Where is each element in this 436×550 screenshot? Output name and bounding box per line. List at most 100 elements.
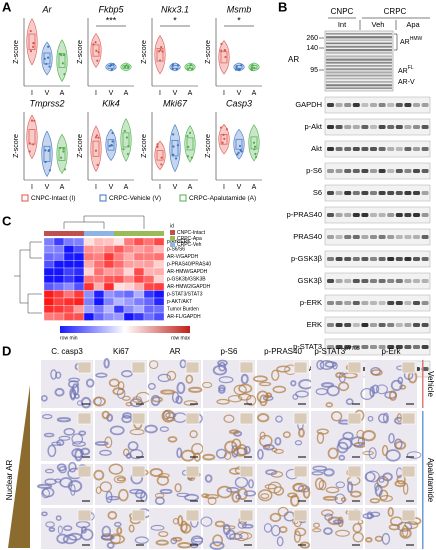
heat-cell — [143, 245, 155, 254]
blot — [324, 272, 431, 290]
blot-band — [327, 301, 334, 305]
blot-band — [327, 345, 334, 349]
blot — [324, 250, 431, 268]
tissue — [259, 431, 266, 440]
heat-cell — [123, 297, 135, 306]
heat-cell — [113, 260, 125, 269]
heat-cell — [43, 282, 55, 291]
point — [96, 59, 99, 62]
point — [125, 64, 128, 67]
annotation-cell — [54, 231, 64, 236]
blot-band — [395, 257, 403, 261]
blot-band — [370, 169, 377, 173]
heat-cell — [43, 252, 55, 261]
tissue — [41, 511, 48, 517]
blot-band — [413, 125, 420, 129]
significance: * — [237, 15, 241, 25]
column-header: p-Erk — [381, 347, 401, 356]
annotation-cell — [124, 231, 134, 236]
tissue — [246, 394, 257, 406]
tissue — [270, 471, 284, 478]
blot-band — [335, 235, 343, 239]
heat-cell — [103, 245, 115, 254]
heat-cell — [143, 267, 155, 276]
tissue — [105, 490, 113, 504]
point — [171, 63, 175, 66]
blot-label: p-STAT3 — [293, 342, 322, 351]
tissue — [388, 523, 401, 531]
tissue — [62, 534, 78, 545]
point — [95, 134, 98, 137]
tissue — [248, 479, 254, 489]
heat-cell — [93, 252, 105, 261]
blot-band — [327, 323, 334, 327]
point — [109, 64, 112, 67]
x-tick-label: I — [95, 90, 97, 97]
blot-band — [326, 81, 392, 83]
heat-row-label: AR-FL/GAPDH — [167, 314, 201, 320]
point — [251, 68, 254, 72]
blot-band — [395, 345, 403, 349]
mw-marker: 95 — [310, 67, 318, 74]
side-label: Nuclear AR — [5, 460, 14, 501]
point — [60, 156, 63, 159]
blot-band — [387, 213, 395, 217]
tissue — [75, 520, 91, 529]
heat-cell — [83, 297, 95, 306]
point — [188, 131, 192, 135]
tissue — [212, 534, 223, 547]
point — [48, 169, 52, 172]
blot-band — [404, 345, 412, 349]
blot-band — [326, 42, 392, 45]
tissue — [312, 522, 320, 529]
blot-band — [335, 257, 343, 261]
column-header: p-S6 — [221, 347, 238, 356]
tissue — [101, 525, 112, 538]
tissue — [147, 382, 156, 390]
point — [235, 65, 238, 68]
heat-cell — [103, 237, 115, 246]
blot — [324, 96, 431, 114]
tissue — [204, 474, 213, 483]
tissue — [99, 481, 112, 493]
heat-cell — [63, 252, 75, 261]
blot-band — [404, 191, 412, 195]
heat-cell — [83, 275, 95, 284]
annotation-cell — [114, 231, 124, 236]
tissue — [381, 532, 391, 545]
tissue — [294, 440, 303, 446]
tissue — [95, 372, 108, 378]
annotation-cell — [84, 231, 94, 236]
blot-band — [395, 103, 403, 107]
tissue — [101, 410, 110, 420]
heat-cell — [93, 290, 105, 299]
heat-cell — [133, 237, 145, 246]
tissue — [55, 515, 62, 521]
blot-band — [404, 169, 412, 173]
tissue — [223, 452, 232, 460]
tissue — [233, 384, 247, 396]
blot-band — [421, 191, 429, 195]
point — [62, 53, 66, 57]
heat-cell — [123, 290, 135, 299]
tissue — [113, 475, 127, 484]
tissue — [43, 432, 55, 438]
violin — [218, 40, 230, 75]
blot-band — [326, 87, 392, 89]
tissue — [54, 478, 62, 483]
y-axis-label: Z-score — [141, 134, 148, 158]
tissue — [121, 414, 133, 424]
tissue — [257, 448, 264, 460]
heat-cell — [153, 312, 165, 321]
tissue — [345, 398, 354, 406]
blot-band — [327, 213, 334, 217]
heat-cell — [53, 267, 65, 276]
blot-band — [413, 345, 420, 349]
heat-cell — [143, 252, 155, 261]
tissue — [149, 360, 159, 370]
heat-cell — [133, 267, 145, 276]
blot-band — [413, 169, 420, 173]
tissue — [201, 493, 210, 498]
inset — [401, 509, 416, 522]
heat-cell — [133, 290, 145, 299]
